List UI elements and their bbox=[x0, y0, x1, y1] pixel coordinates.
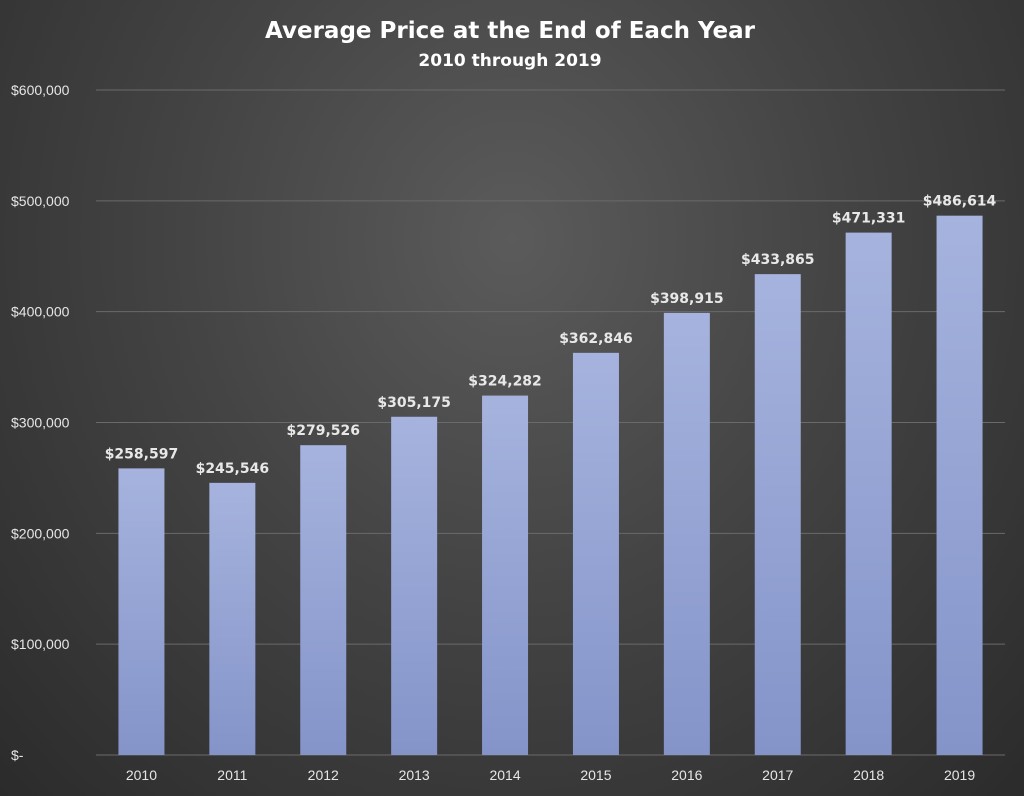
bar-2010 bbox=[118, 468, 165, 755]
data-label-2019: $486,614 bbox=[923, 194, 997, 210]
x-tick-label-2011: 2011 bbox=[217, 767, 247, 783]
x-tick-label-2012: 2012 bbox=[308, 767, 339, 783]
data-label-2015: $362,846 bbox=[559, 331, 633, 347]
y-tick-label: $500,000 bbox=[11, 193, 70, 209]
x-tick-label-2016: 2016 bbox=[671, 767, 702, 783]
x-tick-label-2019: 2019 bbox=[944, 767, 975, 783]
chart-subtitle: 2010 through 2019 bbox=[418, 51, 601, 71]
data-label-2012: $279,526 bbox=[286, 423, 360, 439]
x-tick-label-2014: 2014 bbox=[489, 767, 520, 783]
bar-2017 bbox=[754, 274, 801, 755]
y-tick-label: $- bbox=[11, 747, 24, 763]
bar-2014 bbox=[482, 395, 529, 755]
bar-2016 bbox=[663, 312, 710, 755]
data-label-2011: $245,546 bbox=[196, 461, 270, 477]
data-label-2013: $305,175 bbox=[377, 395, 451, 411]
y-axis-ticks: $- $100,000 $200,000 $300,000 $400,000 $500,0… bbox=[11, 82, 70, 763]
y-tick-label: $600,000 bbox=[11, 82, 70, 98]
data-label-2017: $433,865 bbox=[741, 252, 815, 268]
x-tick-label-2010: 2010 bbox=[126, 767, 157, 783]
x-tick-label-2013: 2013 bbox=[399, 767, 430, 783]
data-label-2018: $471,331 bbox=[832, 211, 906, 227]
data-label-2014: $324,282 bbox=[468, 374, 542, 390]
bar-2018 bbox=[845, 232, 892, 755]
y-tick-label: $200,000 bbox=[11, 525, 70, 541]
data-label-2010: $258,597 bbox=[105, 446, 179, 462]
bar-2015 bbox=[572, 352, 619, 755]
x-tick-label-2017: 2017 bbox=[762, 767, 793, 783]
y-tick-label: $100,000 bbox=[11, 636, 70, 652]
x-tick-label-2018: 2018 bbox=[853, 767, 884, 783]
y-tick-label: $300,000 bbox=[11, 415, 70, 431]
bar-2012 bbox=[300, 445, 347, 755]
data-label-2016: $398,915 bbox=[650, 291, 724, 307]
bar-2013 bbox=[391, 416, 438, 755]
bar-2019 bbox=[936, 215, 983, 755]
data-labels: $258,597 $245,546 $279,526 $305,175 $324,282… bbox=[105, 194, 997, 477]
chart-title: Average Price at the End of Each Year bbox=[265, 18, 756, 44]
bars bbox=[118, 215, 983, 755]
x-axis-ticks: 2010 2011 2012 2013 2014 2015 2016 2017 2018 2019 bbox=[126, 767, 975, 783]
x-tick-label-2015: 2015 bbox=[580, 767, 611, 783]
bar-2011 bbox=[209, 482, 256, 755]
y-tick-label: $400,000 bbox=[11, 304, 70, 320]
